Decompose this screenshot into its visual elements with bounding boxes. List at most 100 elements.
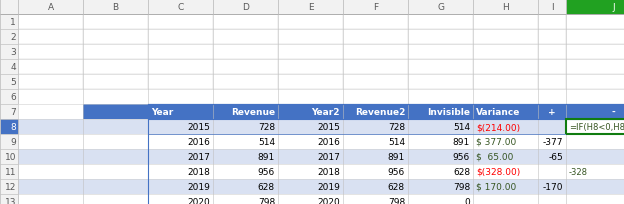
Text: 956: 956 [258,167,275,176]
Text: $(328.00): $(328.00) [476,167,520,176]
Bar [538,90,566,104]
Text: 6: 6 [10,93,16,102]
Bar [148,119,624,134]
Text: Revenue: Revenue [231,108,275,116]
Text: 728: 728 [258,122,275,131]
Text: 628: 628 [258,182,275,191]
Bar [18,60,83,75]
Text: 0: 0 [464,197,470,204]
Bar [83,90,148,104]
Text: -377: -377 [542,137,563,146]
Text: -65: -65 [548,152,563,161]
Bar [408,119,473,134]
Text: 2019: 2019 [317,182,340,191]
Bar [213,30,278,45]
Bar [538,45,566,60]
Bar [0,149,18,164]
Bar [278,90,343,104]
Bar [278,164,343,179]
Text: F: F [373,3,378,12]
Bar [343,104,408,119]
Bar [83,90,148,104]
Bar [343,194,408,204]
Bar [408,60,473,75]
Bar [343,75,408,90]
Text: $(214.00): $(214.00) [476,122,520,131]
Bar [18,134,83,149]
Text: 13: 13 [4,197,16,204]
Bar [566,90,624,104]
Text: -: - [612,108,615,116]
Bar [566,119,624,134]
Bar [18,75,83,90]
Bar [278,134,343,149]
Text: 891: 891 [388,152,405,161]
Bar [83,0,148,15]
Bar [0,179,18,194]
Bar [213,179,278,194]
Bar [213,45,278,60]
Bar [566,90,624,104]
Text: 4: 4 [11,63,16,72]
Text: $  65.00: $ 65.00 [476,152,514,161]
Bar [408,164,473,179]
Text: 891: 891 [258,152,275,161]
Bar [566,60,624,75]
Text: 798: 798 [388,197,405,204]
Bar [473,90,538,104]
Text: 9: 9 [10,137,16,146]
Bar [538,134,566,149]
Bar [343,15,408,30]
Text: Variance: Variance [476,108,520,116]
Bar [213,164,278,179]
Bar [538,119,566,134]
Bar [408,90,473,104]
Bar [408,194,473,204]
Bar [343,30,408,45]
Bar [18,90,83,104]
Bar [0,194,18,204]
Bar [18,30,83,45]
Text: 2018: 2018 [317,167,340,176]
Bar [566,119,624,134]
Text: 956: 956 [388,167,405,176]
Bar [473,90,538,104]
Bar [538,104,566,119]
Bar [148,75,213,90]
Bar [408,45,473,60]
Bar [83,164,148,179]
Bar [566,164,624,179]
Bar [408,90,473,104]
Bar [473,90,538,104]
Bar [83,90,148,104]
Bar [473,90,538,104]
Text: 2017: 2017 [187,152,210,161]
Bar [213,75,278,90]
Bar [566,194,624,204]
Bar [148,90,213,104]
Bar [408,90,473,104]
Bar [343,90,408,104]
Text: 2019: 2019 [187,182,210,191]
Bar [408,104,473,119]
Bar [83,134,148,149]
Text: 2020: 2020 [187,197,210,204]
Bar [408,134,473,149]
Text: 10: 10 [4,152,16,161]
Bar [148,60,213,75]
Bar [148,119,213,134]
Bar [343,179,408,194]
Bar [83,15,148,30]
Bar [473,149,538,164]
Text: 1: 1 [10,18,16,27]
Bar [408,75,473,90]
Bar [18,15,83,30]
Bar [278,60,343,75]
Bar [343,119,408,134]
Text: Year2: Year2 [311,108,340,116]
Text: Year: Year [151,108,173,116]
Bar [148,194,213,204]
Text: 514: 514 [388,137,405,146]
Bar [213,90,278,104]
Bar [83,30,148,45]
